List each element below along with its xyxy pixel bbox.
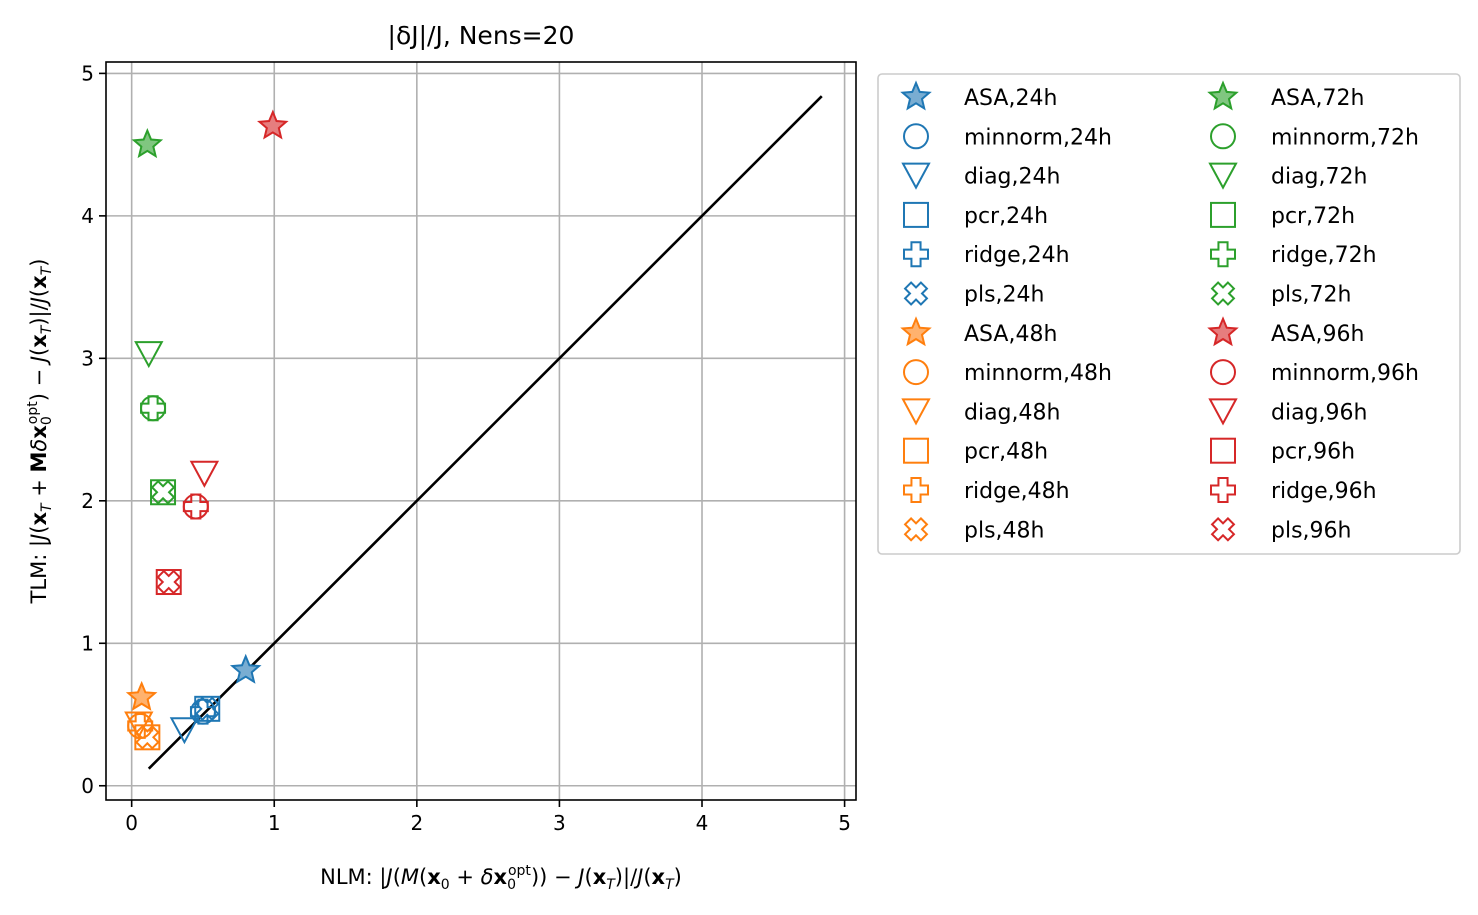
data-points <box>124 109 289 751</box>
x-tick-label: 4 <box>696 811 709 835</box>
legend-marker-ridge-96h <box>1210 477 1236 503</box>
point-ridge-48h <box>127 712 154 739</box>
legend-label: ASA,72h <box>1271 86 1364 111</box>
legend-label: pls,96h <box>1271 518 1351 543</box>
point-minnorm-96h <box>182 493 209 520</box>
point-minnorm-72h <box>140 395 167 422</box>
legend-marker-asa-48h <box>900 316 932 347</box>
legend-marker-minnorm-24h <box>903 123 929 150</box>
legend-marker-minnorm-48h <box>903 359 929 386</box>
x-tick-label: 2 <box>410 811 423 835</box>
legend-label: pcr,72h <box>1271 204 1355 229</box>
x-axis-label: NLM: |J(M(x0 + δx0opt)) − J(xT)|/J(xT) <box>320 863 682 893</box>
legend-label: ASA,48h <box>964 322 1057 347</box>
legend-box <box>877 73 1461 555</box>
legend-entries: ASA,24h minnorm,24h diag,24h pcr,24h ridge,2… <box>900 80 1419 543</box>
point-ridge-96h <box>182 493 209 520</box>
legend-marker-asa-96h <box>1207 316 1239 347</box>
legend-marker-pcr-48h <box>903 437 929 464</box>
point-ridge-24h <box>189 698 216 725</box>
y-tick-label: 2 <box>81 489 94 513</box>
point-diag-72h <box>134 341 164 369</box>
legend-marker-pls-96h <box>1210 516 1236 542</box>
legend-marker-diag-96h <box>1208 398 1238 426</box>
legend-marker-asa-72h <box>1207 80 1239 111</box>
legend-marker-diag-72h <box>1208 162 1238 190</box>
point-ridge-72h <box>140 395 167 422</box>
legend-marker-pcr-72h <box>1210 201 1236 228</box>
legend-marker-ridge-72h <box>1210 241 1236 268</box>
legend-marker-pcr-24h <box>903 201 929 228</box>
legend-label: pcr,96h <box>1271 440 1355 465</box>
legend-label: minnorm,48h <box>964 361 1112 386</box>
x-tick-label: 3 <box>553 811 566 835</box>
point-diag-24h <box>169 717 200 745</box>
legend-label: ridge,48h <box>964 479 1070 504</box>
point-asa-48h <box>125 680 158 711</box>
reference-line <box>147 95 823 770</box>
y-axis-label: TLM: |J(xT + Mδx0opt) − J(xT)|/J(xT) <box>25 259 55 605</box>
y-tick-label: 1 <box>81 631 94 655</box>
legend: ASA,24h minnorm,24h diag,24h pcr,24h ridge,2… <box>877 73 1461 555</box>
point-pcr-72h <box>150 479 177 506</box>
y-tick-label: 5 <box>81 61 94 85</box>
y-tick-label: 3 <box>81 346 94 370</box>
point-diag-96h <box>189 460 220 488</box>
point-pls-96h <box>156 569 182 595</box>
axis-ticks: 0 1 2 3 4 5 0 1 2 3 4 5 <box>81 61 851 835</box>
legend-label: pls,72h <box>1271 283 1351 308</box>
legend-marker-diag-48h <box>901 398 931 426</box>
legend-label: ASA,96h <box>1271 322 1364 347</box>
legend-label: diag,24h <box>964 165 1060 190</box>
point-pls-72h <box>150 479 176 505</box>
point-pls-24h <box>194 696 220 722</box>
legend-label: minnorm,24h <box>964 125 1112 150</box>
legend-label: minnorm,96h <box>1271 361 1419 386</box>
point-pls-48h <box>135 724 160 750</box>
legend-label: pls,48h <box>964 518 1044 543</box>
legend-label: pls,24h <box>964 283 1044 308</box>
legend-label: pcr,48h <box>964 440 1048 465</box>
legend-marker-diag-24h <box>901 162 931 190</box>
plot-area-frame <box>105 61 857 801</box>
legend-label: ridge,72h <box>1271 243 1377 268</box>
x-tick-label: 1 <box>268 811 281 835</box>
chart-title: |δJ|/J, Nens=20 <box>388 21 575 50</box>
legend-label: diag,48h <box>964 400 1060 425</box>
point-asa-24h <box>229 653 262 684</box>
legend-marker-pls-48h <box>903 516 929 542</box>
legend-marker-pls-24h <box>903 281 929 306</box>
legend-marker-minnorm-72h <box>1210 123 1236 150</box>
x-tick-label: 5 <box>838 811 851 835</box>
y-tick-label: 4 <box>81 204 94 228</box>
reference-line-group <box>147 95 823 770</box>
legend-label: minnorm,72h <box>1271 125 1419 150</box>
legend-label: ASA,24h <box>964 86 1057 111</box>
legend-label: ridge,24h <box>964 243 1070 268</box>
point-asa-72h <box>131 128 164 159</box>
legend-label: pcr,24h <box>964 204 1048 229</box>
legend-marker-ridge-48h <box>903 477 929 503</box>
legend-label: diag,96h <box>1271 400 1367 425</box>
y-tick-label: 0 <box>81 774 94 798</box>
grid <box>106 62 856 800</box>
point-pcr-96h <box>155 569 182 596</box>
legend-marker-pcr-96h <box>1210 437 1236 464</box>
legend-label: ridge,96h <box>1271 479 1377 504</box>
point-asa-96h <box>257 109 289 140</box>
legend-label: diag,72h <box>1271 165 1367 190</box>
legend-marker-pls-72h <box>1210 281 1236 306</box>
legend-marker-minnorm-96h <box>1210 359 1236 386</box>
legend-marker-asa-24h <box>900 80 932 111</box>
legend-marker-ridge-24h <box>903 241 929 268</box>
x-tick-label: 0 <box>125 811 138 835</box>
